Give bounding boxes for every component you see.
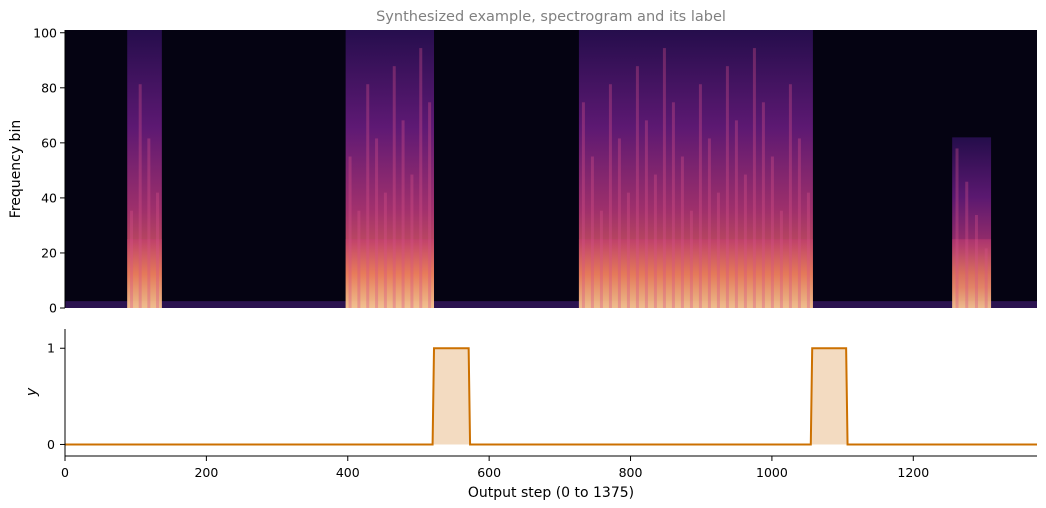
spectrogram-region-low-band — [127, 239, 162, 308]
label-x-tick-label: 600 — [477, 465, 501, 480]
spectrogram-y-tick-label: 60 — [41, 135, 57, 150]
spectrogram-streak — [653, 174, 657, 308]
spectrogram-streak — [743, 174, 747, 308]
spectrogram-streak — [984, 248, 988, 308]
label-y-tick-label: 1 — [47, 341, 55, 356]
spectrogram-streak — [761, 102, 765, 308]
spectrogram-streak — [348, 156, 352, 308]
spectrogram-streak — [698, 84, 702, 309]
spectrogram-streak — [156, 192, 160, 308]
spectrogram-streak — [644, 120, 648, 308]
spectrogram-streak — [806, 192, 810, 308]
spectrogram-streak — [716, 192, 720, 308]
spectrogram-streak — [138, 84, 142, 309]
spectrogram-streak — [617, 138, 621, 308]
spectrogram-region — [578, 30, 813, 309]
label-area-fill — [65, 348, 1037, 445]
spectrogram-streak — [734, 120, 738, 308]
spectrogram-regions — [65, 30, 1037, 309]
spectrogram-streak — [626, 192, 630, 308]
label-series-line — [65, 347, 1037, 446]
spectrogram-streak — [130, 210, 134, 308]
spectrogram-streak — [707, 138, 711, 308]
spectrogram-background — [65, 30, 1037, 308]
spectrogram-streak — [392, 66, 396, 308]
spectrogram-streak — [955, 148, 959, 308]
spectrogram-streak — [671, 102, 675, 308]
spectrogram-streak — [635, 66, 639, 308]
spectrogram-streak — [752, 48, 756, 308]
spectrogram-streak — [662, 48, 666, 308]
spectrogram-y-tick-label: 0 — [49, 301, 57, 316]
spectrogram-streak — [366, 84, 370, 309]
spectrogram-streak — [375, 138, 379, 308]
label-x-tick-label: 0 — [61, 465, 69, 480]
spectrogram-streak — [725, 66, 729, 308]
spectrogram-streak — [770, 156, 774, 308]
label-y-tick-label: 0 — [47, 437, 55, 452]
spectrogram-streak — [680, 156, 684, 308]
spectrogram-region — [952, 137, 992, 308]
spectrogram-region — [345, 30, 435, 309]
spectrogram-y-tick-label: 40 — [41, 190, 57, 205]
spectrogram-y-tick-label: 100 — [33, 25, 57, 40]
spectrogram-streak — [779, 210, 783, 308]
spectrogram-streak — [410, 174, 414, 308]
spectrogram-streak — [401, 120, 405, 308]
spectrogram-streak — [147, 138, 151, 308]
spectrogram-streak — [797, 138, 801, 308]
spectrogram-streak — [788, 84, 792, 309]
spectrogram-panel: 0 20 40 60 80 100 Frequency bin — [8, 25, 1037, 316]
label-y-axis-label: y — [24, 387, 40, 397]
spectrogram-streak — [608, 84, 612, 309]
spectrogram-y-ticks: 0 20 40 60 80 100 — [33, 25, 65, 316]
label-x-tick-label: 200 — [194, 465, 218, 480]
label-x-axis-label: Output step (0 to 1375) — [468, 485, 634, 501]
label-x-tick-label: 400 — [336, 465, 360, 480]
spectrogram-streak — [974, 214, 978, 308]
spectrogram-y-tick-label: 80 — [41, 80, 57, 95]
label-panel: 0 200 400 600 800 1000 1200 01 Output step (0 … — [24, 329, 1037, 501]
label-y-ticks: 01 — [47, 341, 65, 452]
spectrogram-y-tick-label: 20 — [41, 245, 57, 260]
spectrogram-streak — [689, 210, 693, 308]
label-x-tick-label: 1200 — [897, 465, 929, 480]
spectrogram-y-axis-label: Frequency bin — [8, 120, 24, 218]
spectrogram-streak — [581, 102, 585, 308]
spectrogram-region-low-band — [578, 239, 813, 308]
spectrogram-streak — [383, 192, 387, 308]
label-x-tick-label: 800 — [619, 465, 643, 480]
spectrogram-noise-floor — [65, 301, 1037, 308]
label-x-ticks: 0 200 400 600 800 1000 1200 — [61, 456, 929, 480]
spectrogram-streak — [419, 48, 423, 308]
spectrogram-streak — [428, 102, 432, 308]
spectrogram-region-low-band — [952, 239, 992, 308]
label-x-tick-label: 1000 — [756, 465, 788, 480]
spectrogram-region — [127, 30, 162, 309]
spectrogram-streak — [357, 210, 361, 308]
spectrogram-region-low-band — [345, 239, 435, 308]
chart-title: Synthesized example, spectrogram and its… — [376, 9, 726, 25]
spectrogram-streak — [590, 156, 594, 308]
spectrogram-streak — [599, 210, 603, 308]
spectrogram-streak — [965, 181, 969, 308]
